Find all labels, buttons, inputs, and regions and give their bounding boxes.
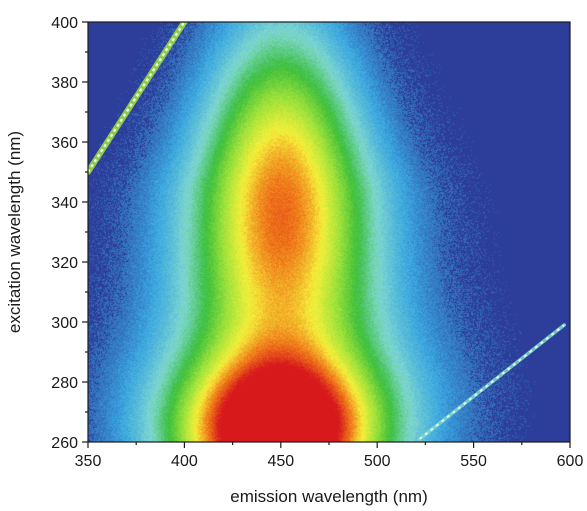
y-axis: 260 280 300 320 340 360 380 400 bbox=[51, 15, 88, 452]
x-tick-label: 350 bbox=[75, 453, 102, 470]
x-tick-label: 550 bbox=[460, 453, 487, 470]
y-axis-label: excitation wavelength (nm) bbox=[5, 131, 24, 333]
y-tick-label: 300 bbox=[51, 315, 78, 332]
heatmap-image bbox=[88, 22, 570, 442]
x-tick-label: 600 bbox=[557, 453, 584, 470]
y-tick-label: 380 bbox=[51, 75, 78, 92]
y-tick-label: 360 bbox=[51, 135, 78, 152]
y-tick-label: 280 bbox=[51, 375, 78, 392]
x-axis: 350 400 450 500 550 600 bbox=[75, 442, 584, 470]
y-tick-label: 320 bbox=[51, 255, 78, 272]
y-tick-label: 340 bbox=[51, 195, 78, 212]
x-tick-label: 400 bbox=[171, 453, 198, 470]
x-axis-label: emission wavelength (nm) bbox=[230, 487, 427, 506]
x-tick-label: 500 bbox=[364, 453, 391, 470]
scatter-line-first bbox=[88, 22, 188, 175]
x-tick-label: 450 bbox=[267, 453, 294, 470]
plot-area bbox=[88, 22, 570, 442]
y-tick-label: 260 bbox=[51, 435, 78, 452]
scatter-lines bbox=[88, 22, 566, 441]
y-tick-label: 400 bbox=[51, 15, 78, 32]
scatter-line-second-dots bbox=[418, 324, 565, 440]
